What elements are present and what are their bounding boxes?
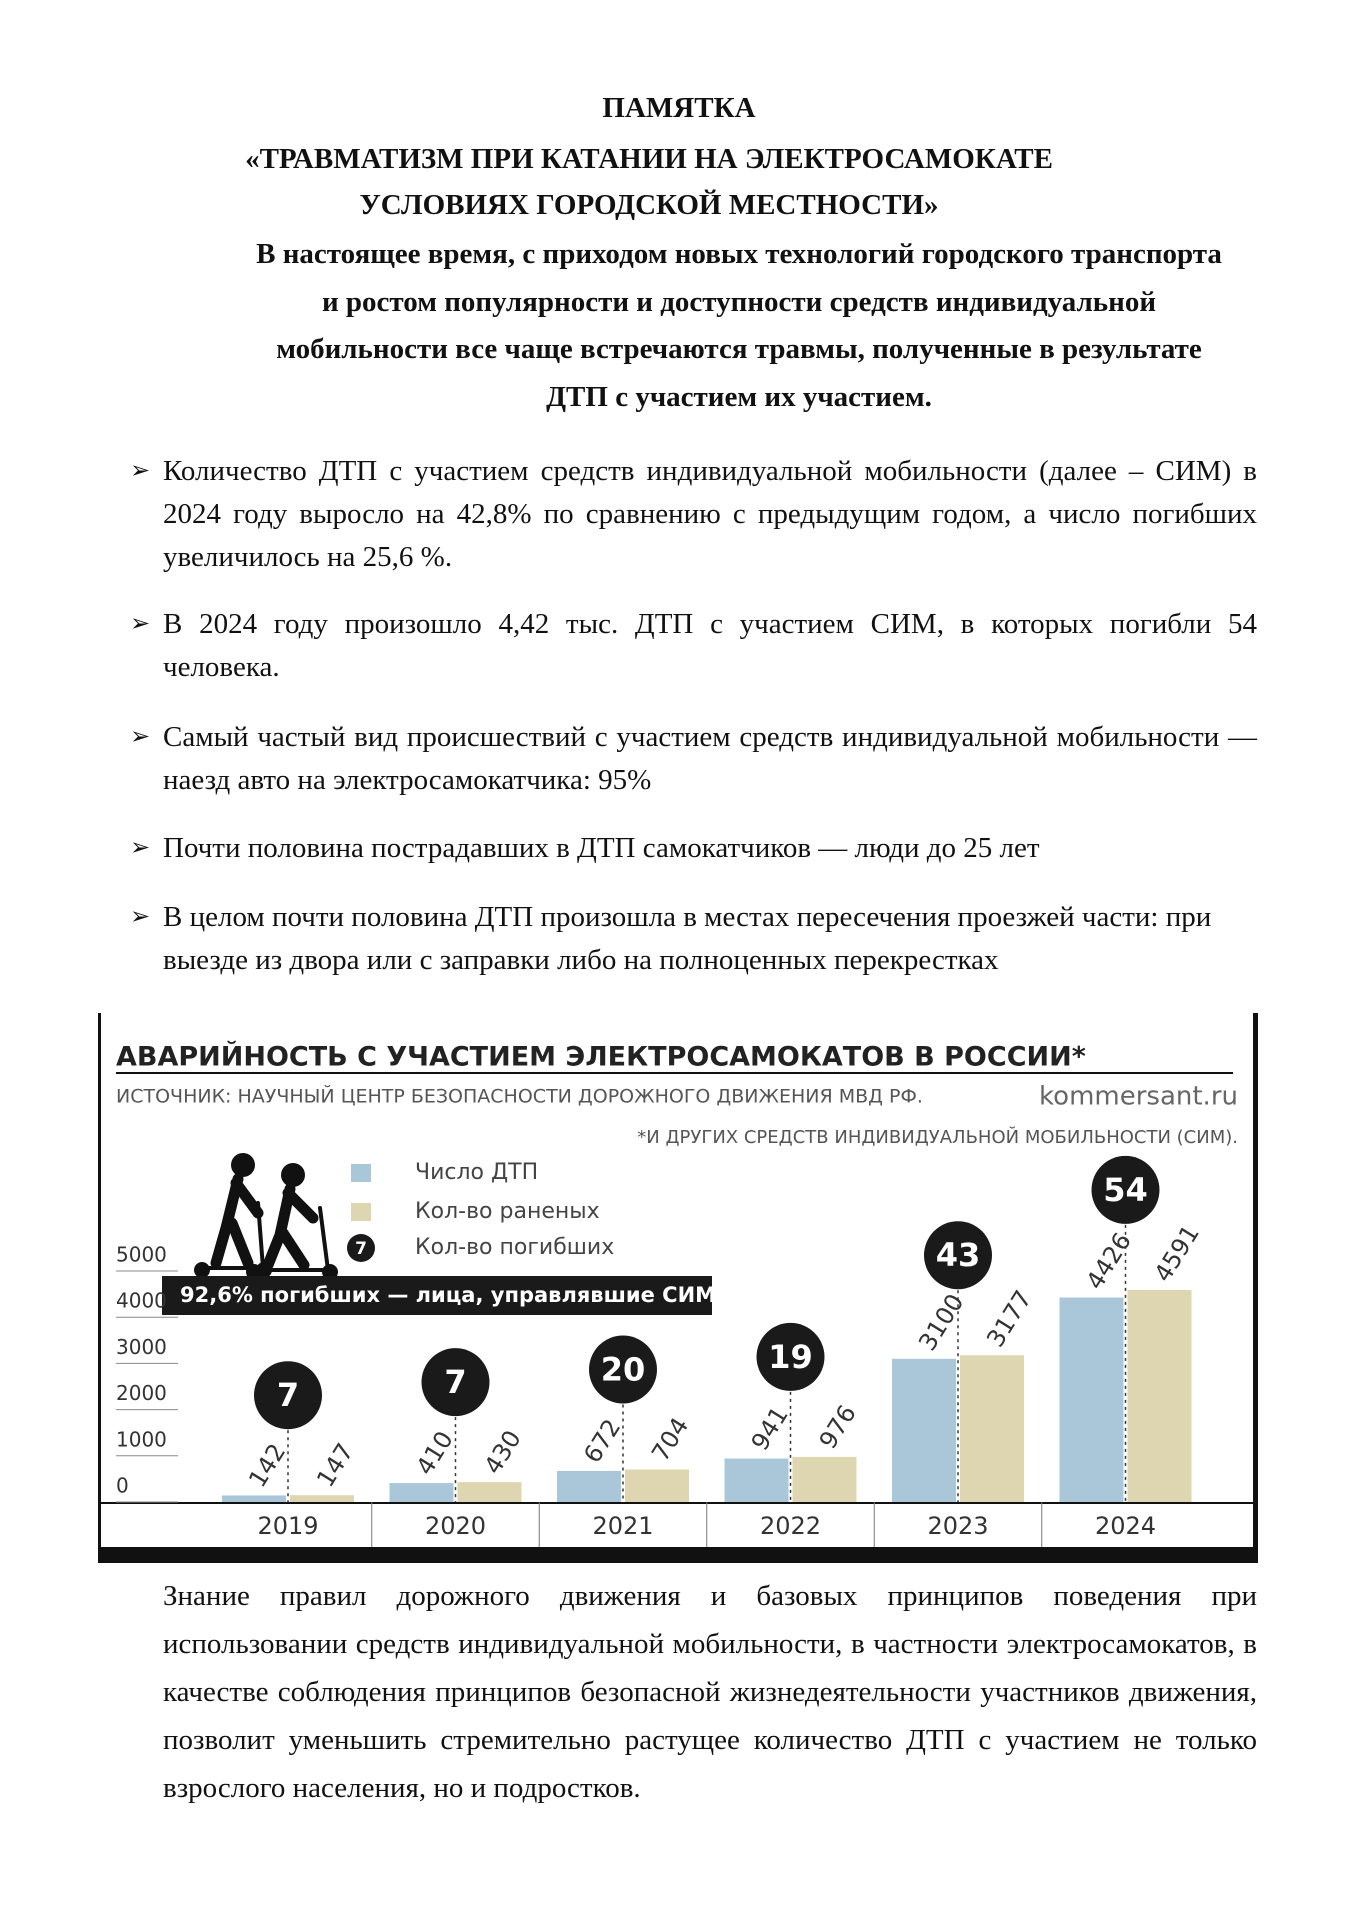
riders-icon [194, 1153, 338, 1280]
deaths-marker [924, 1221, 992, 1290]
x-tick-label: 2020 [425, 1512, 486, 1540]
bullet-icon: ➢ [130, 724, 151, 750]
bar [892, 1358, 956, 1502]
bar [389, 1483, 454, 1502]
intro-line: и ростом популярности и доступности сред… [321, 286, 1157, 318]
bullet-icon: ➢ [130, 904, 151, 930]
bullet-text: Самый частый вид происшествий с участием… [163, 721, 1257, 796]
chart: АВАРИЙНОСТЬ С УЧАСТИЕМ ЭЛЕКТРОСАМОКАТОВ … [98, 1013, 1258, 1563]
legend-label: Число ДТП [415, 1160, 538, 1185]
intro-line: мобильности все чаще встречаются травмы,… [276, 333, 1202, 365]
chart-site: kommersant.ru [1039, 1082, 1238, 1112]
bar [625, 1469, 689, 1502]
bullet-text: В 2024 году произошло 4,42 тыс. ДТП с уч… [163, 608, 1257, 683]
bar [290, 1495, 354, 1502]
x-tick-label: 2023 [927, 1512, 988, 1540]
bar [960, 1355, 1024, 1502]
deaths-marker [589, 1335, 657, 1404]
bullet-icon: ➢ [130, 835, 151, 861]
bullet-icon: ➢ [130, 611, 151, 637]
x-axis [98, 1502, 1258, 1504]
frame [98, 1547, 1258, 1563]
legend-label: Кол-во погибших [415, 1235, 614, 1260]
conclusion: Знание правил дорожного движения и базов… [163, 1580, 1257, 1804]
legend-swatch [351, 1164, 371, 1182]
annotation: 92,6% погибших — лица, управлявшие СИМ. [180, 1283, 724, 1307]
chart-source: ИСТОЧНИК: НАУЧНЫЙ ЦЕНТР БЕЗОПАСНОСТИ ДОР… [116, 1085, 923, 1108]
deaths-marker [1091, 1155, 1160, 1224]
bullet-text: Почти половина пострадавших в ДТП самока… [163, 832, 1040, 864]
chart-footnote: *И ДРУГИХ СРЕДСТВ ИНДИВИДУАЛЬНОЙ МОБИЛЬН… [637, 1126, 1238, 1148]
bar [557, 1470, 621, 1502]
doc-subtitle: УСЛОВИЯХ ГОРОДСКОЙ МЕСТНОСТИ» [359, 189, 939, 221]
x-tick-label: 2024 [1095, 1512, 1156, 1540]
bar [222, 1495, 286, 1502]
deaths-label: 19 [768, 1338, 813, 1376]
deaths-marker [756, 1322, 825, 1391]
x-tick-label: 2021 [592, 1512, 653, 1540]
y-tick-label: 2000 [116, 1381, 167, 1405]
bar [457, 1482, 522, 1502]
doc-title: ПАМЯТКА [602, 92, 756, 124]
bar [792, 1456, 857, 1502]
x-tick-label: 2022 [760, 1512, 821, 1540]
frame [1253, 1013, 1258, 1563]
y-tick-label: 4000 [116, 1289, 167, 1313]
intro-line: ДТП с участием их участием. [546, 381, 932, 413]
bar [1127, 1289, 1192, 1502]
legend-marker-label: 7 [355, 1239, 367, 1259]
y-tick-label: 1000 [116, 1427, 167, 1451]
chart-title: АВАРИЙНОСТЬ С УЧАСТИЕМ ЭЛЕКТРОСАМОКАТОВ … [116, 1041, 1086, 1073]
legend-label: Кол-во раненых [415, 1199, 600, 1224]
y-tick-label: 0 [116, 1474, 129, 1498]
y-tick-label: 5000 [116, 1243, 167, 1267]
legend-swatch [351, 1203, 371, 1221]
deaths-label: 7 [444, 1363, 466, 1401]
deaths-label: 20 [601, 1350, 646, 1388]
frame [98, 1013, 101, 1563]
deaths-marker [421, 1348, 490, 1417]
x-tick-label: 2019 [257, 1512, 318, 1540]
bar [1059, 1297, 1124, 1502]
bar [724, 1458, 789, 1502]
doc-subtitle: «ТРАВМАТИЗМ ПРИ КАТАНИИ НА ЭЛЕКТРОСАМОКА… [245, 143, 1053, 175]
deaths-label: 43 [936, 1236, 981, 1274]
annotation-box [162, 1276, 712, 1315]
deaths-label: 54 [1103, 1171, 1148, 1209]
y-tick-label: 3000 [116, 1335, 167, 1359]
deaths-label: 7 [277, 1376, 299, 1414]
legend-marker [347, 1234, 375, 1262]
intro-line: В настоящее время, с приходом новых техн… [256, 238, 1222, 270]
bullet-text: В целом почти половина ДТП произошла в м… [163, 901, 1212, 976]
bullet-icon: ➢ [130, 458, 151, 484]
bullet-text: Количество ДТП с участием средств индиви… [163, 455, 1257, 573]
deaths-marker [254, 1361, 322, 1430]
